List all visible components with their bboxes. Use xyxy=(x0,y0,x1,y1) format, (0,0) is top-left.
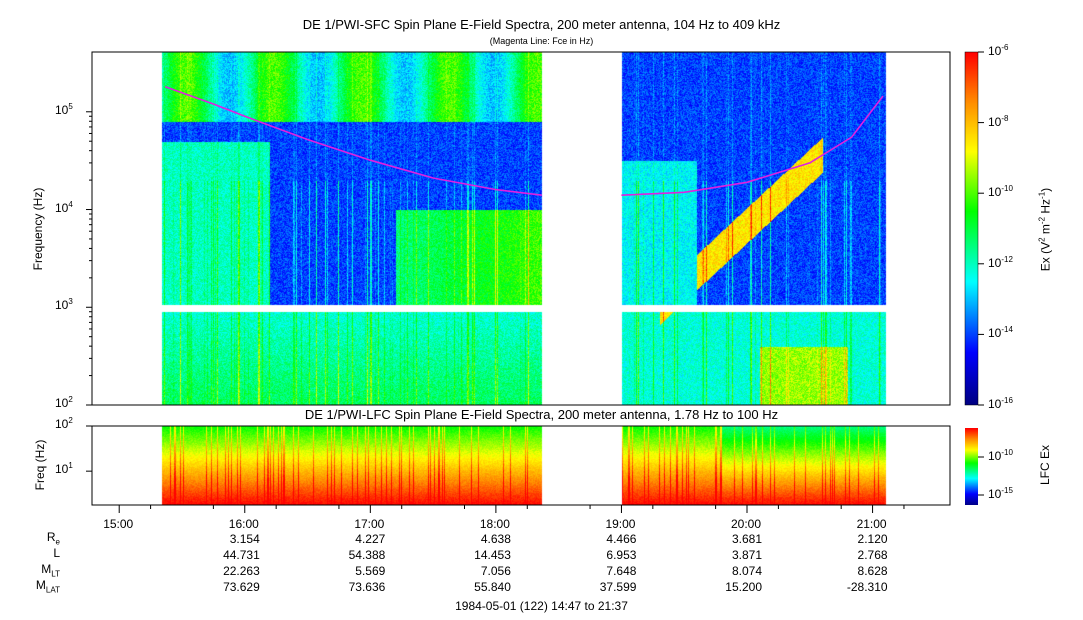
top-y-axis-label: Frequency (Hz) xyxy=(31,187,45,271)
top-colorbar xyxy=(965,52,978,405)
bottom-spectrogram xyxy=(92,426,950,505)
colorbar-tick-label: 10-10 xyxy=(988,184,1013,200)
top-colorbar-frame xyxy=(964,51,979,406)
bottom-panel-title: DE 1/PWI-LFC Spin Plane E-Field Spectra,… xyxy=(304,407,779,422)
colorbar-tick-label: 10-14 xyxy=(988,325,1013,341)
ephemeris-row-label: Re xyxy=(46,530,60,547)
ephemeris-row-label: MLT xyxy=(41,562,60,579)
top-panel-subtitle: (Magenta Line: Fce in Hz) xyxy=(489,36,594,46)
ephemeris-value: 6.953 xyxy=(606,548,637,562)
ephemeris-row-label: L xyxy=(53,546,60,560)
y-tick-label: 102 xyxy=(55,395,73,410)
x-tick-label: 15:00 xyxy=(103,517,134,531)
x-tick-label: 19:00 xyxy=(605,517,636,531)
ephemeris-row-label: MLAT xyxy=(35,578,60,595)
ephemeris-value: 7.056 xyxy=(480,564,511,578)
colorbar-tick-label: 10-16 xyxy=(988,396,1013,411)
ephemeris-value: 3.154 xyxy=(229,532,260,546)
ephemeris-value: 8.074 xyxy=(731,564,762,578)
ephemeris-value: 15.200 xyxy=(725,580,762,594)
ephemeris-value: 73.629 xyxy=(223,580,260,594)
colorbar-tick-label: 10-10 xyxy=(988,448,1013,463)
bottom-plot-frame xyxy=(91,425,951,506)
colorbar-tick-label: 10-6 xyxy=(988,43,1009,58)
y-tick-label: 104 xyxy=(55,199,73,215)
colorbar-label: Ex (V2 m-2 Hz-1) xyxy=(1037,187,1053,272)
ephemeris-value: 3.681 xyxy=(731,532,762,546)
ephemeris-value: 4.227 xyxy=(355,532,386,546)
bottom-y-axis-label: Freq (Hz) xyxy=(33,439,47,491)
ephemeris-value: 2.120 xyxy=(857,532,888,546)
ephemeris-value: 37.599 xyxy=(599,580,637,594)
ephemeris-value: 55.840 xyxy=(474,580,511,594)
fce-line xyxy=(164,86,542,196)
colorbar-tick-label: 10-8 xyxy=(988,113,1009,129)
y-tick-label: 105 xyxy=(55,101,73,117)
lfc-colorbar-label: LFC Ex xyxy=(1038,445,1052,486)
top-plot-frame xyxy=(91,51,951,406)
ephemeris-value: 8.628 xyxy=(857,564,888,578)
top-spectrogram xyxy=(92,52,950,405)
x-tick-label: 17:00 xyxy=(354,517,385,531)
ephemeris-value: 14.453 xyxy=(474,548,511,562)
ephemeris-value: 2.768 xyxy=(857,548,888,562)
y-tick-label: 103 xyxy=(55,297,73,313)
ephemeris-value: 3.871 xyxy=(731,548,762,562)
x-tick-label: 16:00 xyxy=(228,517,259,531)
ephemeris-value: 44.731 xyxy=(223,548,260,562)
y-tick-label: 102 xyxy=(55,416,73,431)
ephemeris-value: 54.388 xyxy=(348,548,386,562)
x-tick-label: 20:00 xyxy=(731,517,762,531)
ephemeris-value: 7.648 xyxy=(606,564,637,578)
ephemeris-value: 73.636 xyxy=(348,580,386,594)
ephemeris-value: -28.310 xyxy=(846,580,888,594)
fce-line xyxy=(621,95,884,196)
top-panel-title: DE 1/PWI-SFC Spin Plane E-Field Spectra,… xyxy=(302,17,781,32)
colorbar-tick-label: 10-12 xyxy=(988,254,1013,270)
y-tick-label: 101 xyxy=(55,461,73,477)
ephemeris-value: 22.263 xyxy=(223,564,260,578)
ephemeris-value: 4.466 xyxy=(606,532,637,546)
x-tick-label: 18:00 xyxy=(479,517,510,531)
bottom-colorbar xyxy=(965,428,978,505)
colorbar-tick-label: 10-15 xyxy=(988,486,1013,501)
ephemeris-value: 4.638 xyxy=(480,532,511,546)
x-tick-label: 21:00 xyxy=(856,517,887,531)
date-range-footer: 1984-05-01 (122) 14:47 to 21:37 xyxy=(455,599,628,613)
ephemeris-value: 5.569 xyxy=(355,564,386,578)
